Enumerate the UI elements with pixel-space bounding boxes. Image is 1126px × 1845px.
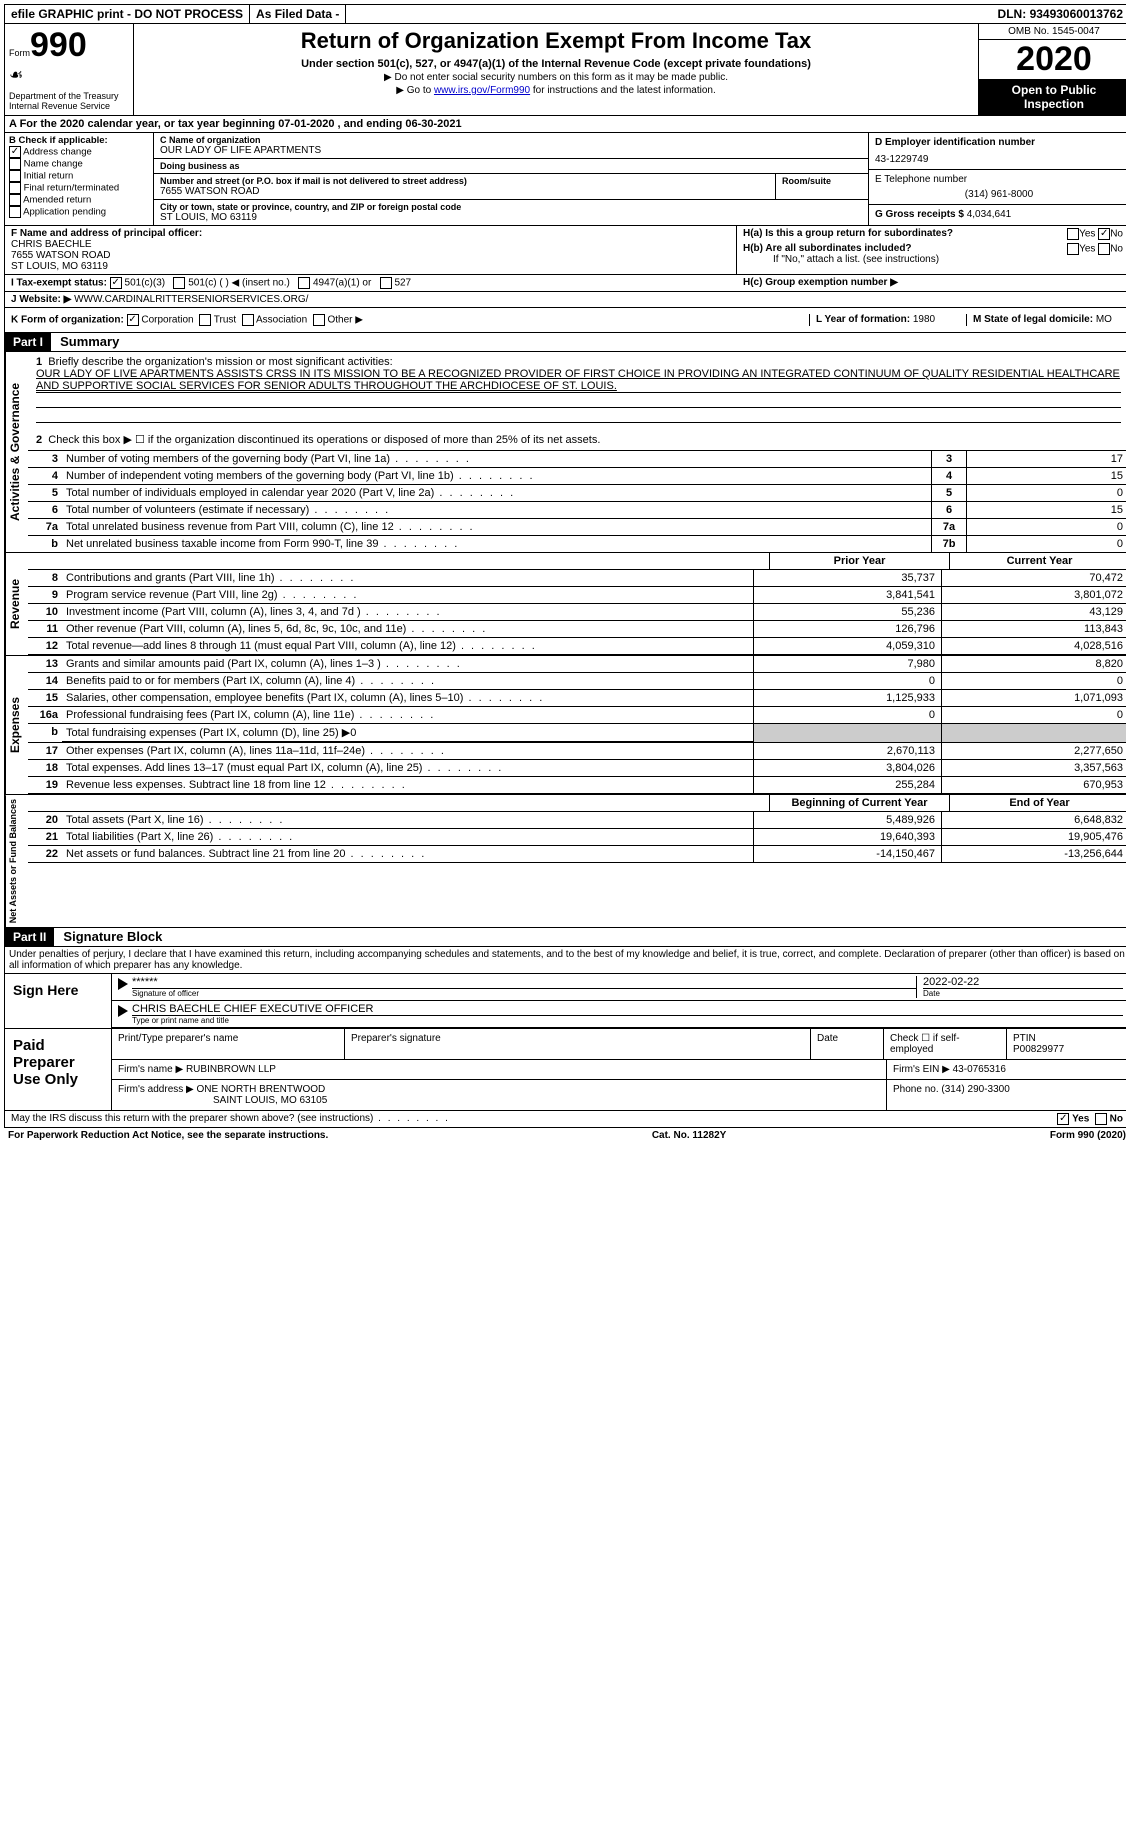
row-kl: K Form of organization: ✓ Corporation Tr…	[4, 308, 1126, 333]
financial-row: 9Program service revenue (Part VIII, lin…	[28, 587, 1126, 604]
paid-preparer-block: Paid Preparer Use Only Print/Type prepar…	[4, 1029, 1126, 1111]
box-d: D Employer identification number 43-1229…	[868, 133, 1126, 225]
financial-row: 10Investment income (Part VIII, column (…	[28, 604, 1126, 621]
mission-text: OUR LADY OF LIVE APARTMENTS ASSISTS CRSS…	[36, 368, 1121, 393]
form-id-box: Form990 ☙ Department of the Treasury Int…	[5, 24, 134, 115]
row-i: I Tax-exempt status: ✓ 501(c)(3) 501(c) …	[4, 275, 1126, 292]
officer-name: CHRIS BAECHLE CHIEF EXECUTIVE OFFICER	[132, 1003, 1123, 1015]
summary-row: 7aTotal unrelated business revenue from …	[28, 519, 1126, 536]
financial-row: 21Total liabilities (Part X, line 26)19,…	[28, 829, 1126, 846]
checkbox-item: Amended return	[9, 194, 149, 206]
section-label-revenue: Revenue	[5, 553, 28, 655]
city-state-zip: ST LOUIS, MO 63119	[160, 212, 862, 223]
financial-row: 15Salaries, other compensation, employee…	[28, 690, 1126, 707]
section-label-gov: Activities & Governance	[5, 352, 28, 552]
financial-row: 19Revenue less expenses. Subtract line 1…	[28, 777, 1126, 794]
financial-row: 13Grants and similar amounts paid (Part …	[28, 656, 1126, 673]
section-a: A For the 2020 calendar year, or tax yea…	[4, 116, 1126, 133]
signature-block: Under penalties of perjury, I declare th…	[4, 947, 1126, 1029]
part2-header: Part II Signature Block	[4, 928, 1126, 947]
summary-row: 3Number of voting members of the governi…	[28, 451, 1126, 468]
year-box: OMB No. 1545-0047 2020 Open to Public In…	[979, 24, 1126, 115]
summary-row: bNet unrelated business taxable income f…	[28, 536, 1126, 552]
page-footer: For Paperwork Reduction Act Notice, see …	[4, 1128, 1126, 1143]
summary-row: 5Total number of individuals employed in…	[28, 485, 1126, 502]
row-j: J Website: ▶ WWW.CARDINALRITTERSENIORSER…	[4, 292, 1126, 308]
financial-row: 17Other expenses (Part IX, column (A), l…	[28, 743, 1126, 760]
box-c: C Name of organization OUR LADY OF LIFE …	[154, 133, 868, 225]
financial-row: 16aProfessional fundraising fees (Part I…	[28, 707, 1126, 724]
arrow-icon	[118, 1005, 128, 1017]
box-hc: H(c) Group exemption number ▶	[743, 277, 1123, 289]
revenue-section: Revenue Prior Year Current Year 8Contrib…	[4, 553, 1126, 656]
header-block-bcd: B Check if applicable: ✓ Address change …	[4, 133, 1126, 226]
section-label-net: Net Assets or Fund Balances	[5, 795, 28, 927]
as-filed: As Filed Data -	[250, 5, 346, 23]
discuss-row: May the IRS discuss this return with the…	[4, 1111, 1126, 1128]
checkbox-item: Initial return	[9, 170, 149, 182]
financial-row: 12Total revenue—add lines 8 through 11 (…	[28, 638, 1126, 655]
box-h: H(a) Is this a group return for subordin…	[737, 226, 1126, 274]
checkbox-item: Final return/terminated	[9, 182, 149, 194]
box-b: B Check if applicable: ✓ Address change …	[5, 133, 154, 225]
summary-row: 6Total number of volunteers (estimate if…	[28, 502, 1126, 519]
ein: 43-1229749	[875, 154, 1123, 165]
financial-row: 20Total assets (Part X, line 16)5,489,92…	[28, 812, 1126, 829]
dept-label: Department of the Treasury Internal Reve…	[9, 91, 129, 111]
form-header: Form990 ☙ Department of the Treasury Int…	[4, 24, 1126, 116]
website: WWW.CARDINALRITTERSENIORSERVICES.ORG/	[74, 294, 308, 305]
expenses-section: Expenses 13Grants and similar amounts pa…	[4, 656, 1126, 795]
row-fh: F Name and address of principal officer:…	[4, 226, 1126, 275]
dln: DLN: 93493060013762	[992, 5, 1126, 23]
street-address: 7655 WATSON ROAD	[160, 186, 769, 197]
firm-name: RUBINBROWN LLP	[186, 1064, 276, 1075]
financial-row: 8Contributions and grants (Part VIII, li…	[28, 570, 1126, 587]
efile-notice: efile GRAPHIC print - DO NOT PROCESS	[5, 5, 250, 23]
checkbox-item: Name change	[9, 158, 149, 170]
summary-row: 4Number of independent voting members of…	[28, 468, 1126, 485]
instructions-link[interactable]: www.irs.gov/Form990	[434, 85, 530, 96]
part1-header: Part I Summary	[4, 333, 1126, 352]
ptin: P00829977	[1013, 1044, 1064, 1055]
financial-row: 18Total expenses. Add lines 13–17 (must …	[28, 760, 1126, 777]
gross-receipts: 4,034,641	[967, 209, 1012, 220]
financial-row: 22Net assets or fund balances. Subtract …	[28, 846, 1126, 863]
arrow-icon	[118, 978, 128, 990]
checkbox-item: Application pending	[9, 206, 149, 218]
org-name: OUR LADY OF LIFE APARTMENTS	[160, 145, 862, 156]
net-assets-section: Net Assets or Fund Balances Beginning of…	[4, 795, 1126, 928]
checkbox-item: ✓ Address change	[9, 146, 149, 158]
financial-row: 14Benefits paid to or for members (Part …	[28, 673, 1126, 690]
phone: (314) 961-8000	[875, 189, 1123, 200]
title-box: Return of Organization Exempt From Incom…	[134, 24, 979, 115]
form-title: Return of Organization Exempt From Incom…	[138, 28, 974, 54]
activities-governance-section: Activities & Governance 1 Briefly descri…	[4, 352, 1126, 553]
section-label-expenses: Expenses	[5, 656, 28, 794]
financial-row: 11Other revenue (Part VIII, column (A), …	[28, 621, 1126, 638]
box-f: F Name and address of principal officer:…	[5, 226, 737, 274]
top-bar: efile GRAPHIC print - DO NOT PROCESS As …	[4, 4, 1126, 24]
